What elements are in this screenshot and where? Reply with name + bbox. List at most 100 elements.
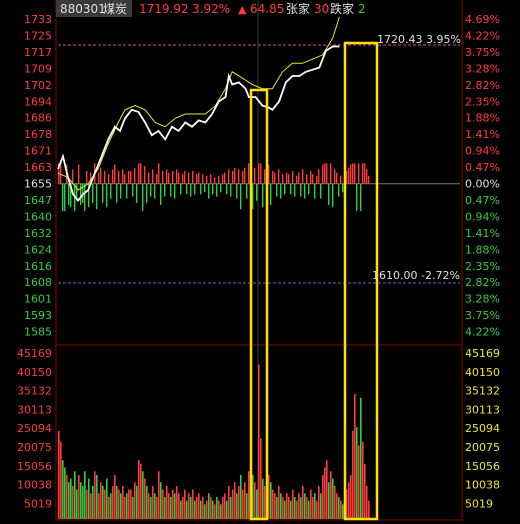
volume-bar (254, 482, 256, 519)
breadth-bar-down (64, 183, 66, 211)
breadth-bar-up (326, 163, 328, 184)
volume-bar (98, 493, 100, 519)
breadth-bar-up (156, 174, 158, 184)
volume-bar (164, 496, 166, 519)
breadth-bar-up (358, 163, 360, 184)
volume-bar (214, 504, 216, 519)
volume-bar (320, 493, 322, 519)
breadth-bar-down (82, 183, 84, 203)
volume-bar (348, 482, 350, 519)
volume-bar (264, 485, 266, 519)
volume-bar (154, 493, 156, 519)
breadth-bar-down (226, 183, 228, 195)
breadth-bar-up (104, 170, 106, 184)
breadth-bar-up (286, 172, 288, 184)
volume-bar (328, 482, 330, 519)
breadth-bar-down (356, 183, 358, 211)
breadth-bar-up (260, 163, 262, 184)
breadth-bar-up (244, 167, 246, 184)
volume-bar (366, 485, 368, 519)
low-marker-label: 1610.00 -2.72% (372, 269, 460, 282)
breadth-bar-up (274, 172, 276, 184)
breadth-bar-up (324, 163, 326, 184)
breadth-bar-down (84, 183, 86, 211)
volume-bar (186, 500, 188, 519)
volume-bar (216, 496, 218, 519)
volume-bar (100, 482, 102, 519)
price-tick-label: 1601 (24, 293, 52, 306)
breadth-bar-up (306, 174, 308, 184)
volume-bars (58, 364, 370, 519)
price-tick-label: 1616 (24, 260, 52, 273)
volume-bar (68, 482, 70, 519)
pct-tick-label: 1.88% (465, 112, 500, 125)
breadth-bar-down (80, 183, 82, 205)
price-tick-label: 1632 (24, 227, 52, 240)
volume-tick-label: 45169 (17, 347, 52, 360)
volume-bar (248, 471, 250, 519)
breadth-bar-down (320, 183, 322, 199)
volume-tick-label-right: 45169 (465, 347, 500, 360)
volume-bar (128, 489, 130, 519)
breadth-bar-up (302, 169, 304, 184)
price-tick-label: 1717 (24, 46, 52, 59)
breadth-bar-up (234, 167, 236, 184)
volume-bar (90, 493, 92, 519)
breadth-bar-down (230, 183, 232, 197)
volume-bar (238, 485, 240, 519)
volume-bar (224, 493, 226, 519)
breadth-bar-up (336, 172, 338, 184)
volume-bar (350, 474, 352, 519)
price-tick-label: 1647 (24, 194, 52, 207)
breadth-bar-up (78, 164, 80, 184)
volume-bar (116, 485, 118, 519)
breadth-bar-down (204, 183, 206, 193)
breadth-bar-down (270, 183, 272, 205)
breadth-bar-down (300, 183, 302, 197)
pct-tick-label: 1.88% (465, 243, 500, 256)
volume-bar (364, 463, 366, 519)
volume-bar (284, 500, 286, 519)
breadth-bar-down (174, 183, 176, 199)
volume-bar (240, 474, 242, 519)
breadth-bar-down (180, 183, 182, 195)
down-count: 2 (358, 2, 366, 16)
breadth-bar-up (368, 175, 370, 184)
volume-bar (148, 493, 150, 519)
volume-bar (196, 496, 198, 519)
breadth-bar-up (310, 170, 312, 184)
volume-bar (260, 438, 262, 519)
pct-tick-label: 0.47% (465, 161, 500, 174)
volume-bar (272, 489, 274, 519)
breadth-bar-down (208, 183, 210, 199)
breadth-bar-up (318, 169, 320, 184)
breadth-bar-down (154, 183, 156, 199)
volume-bar (136, 485, 138, 519)
breadth-bar-up (366, 169, 368, 184)
breadth-bar-up (218, 175, 220, 184)
volume-bar (236, 493, 238, 519)
volume-bar (170, 496, 172, 519)
breadth-bar-up (228, 169, 230, 184)
breadth-bar-up (264, 169, 266, 184)
volume-bar (194, 500, 196, 519)
breadth-bar-down (68, 183, 70, 205)
volume-tick-label-right: 35132 (465, 385, 500, 398)
breadth-bar-up (202, 174, 204, 184)
volume-bar (112, 485, 114, 519)
breadth-bar-down (252, 183, 254, 210)
volume-tick-label: 15056 (17, 460, 52, 473)
volume-bar (270, 482, 272, 519)
breadth-bar-up (362, 163, 364, 184)
volume-bar (192, 489, 194, 519)
breadth-bar-up (158, 163, 160, 184)
breadth-bar-down (110, 183, 112, 199)
breadth-bar-up (254, 167, 256, 184)
volume-bar (318, 485, 320, 519)
volume-bar (304, 493, 306, 519)
volume-bar (310, 489, 312, 519)
breadth-bar-up (210, 174, 212, 184)
breadth-bar-up (184, 170, 186, 184)
